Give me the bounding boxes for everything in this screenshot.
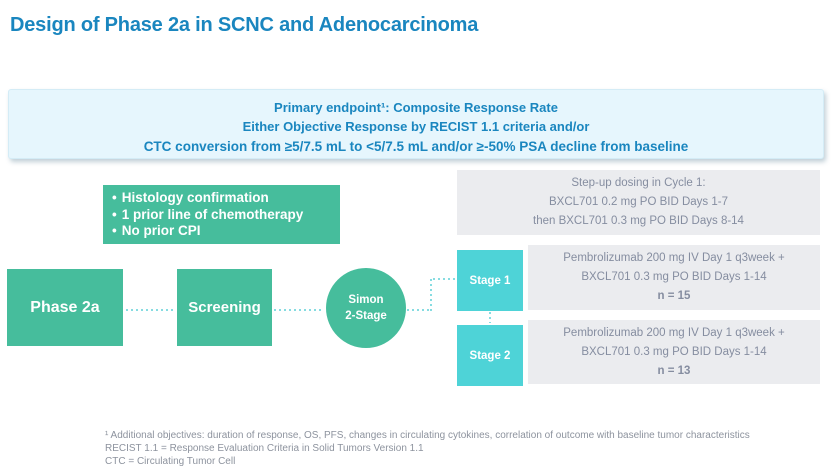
- endpoint-line-1: Primary endpoint¹: Composite Response Ra…: [274, 100, 558, 115]
- stage1-sample-size: n = 15: [657, 290, 691, 302]
- endpoint-line-2: Either Objective Response by RECIST 1.1 …: [242, 119, 590, 134]
- bullet-icon: •: [112, 190, 117, 205]
- stage1-label-box: Stage 1: [457, 250, 523, 311]
- bullet-icon: •: [112, 223, 117, 238]
- dotted-connector-simon-vertical: [430, 279, 432, 311]
- footnote-line-1: ¹ Additional objectives: duration of res…: [105, 430, 750, 441]
- phase-2a-box: Phase 2a: [7, 269, 123, 346]
- simon-line-1: Simon: [348, 294, 384, 306]
- dotted-connector-stage1-stage2: [489, 312, 491, 323]
- stage2-sample-size: n = 13: [657, 365, 691, 377]
- dotted-connector-to-stage1: [433, 278, 457, 280]
- eligibility-item-label: Histology confirmation: [121, 190, 269, 205]
- stage2-regimen-line-1: Pembrolizumab 200 mg IV Day 1 q3week +: [563, 327, 785, 339]
- page-title: Design of Phase 2a in SCNC and Adenocarc…: [10, 14, 479, 36]
- stage2-label-box: Stage 2: [457, 325, 523, 386]
- footnotes: ¹ Additional objectives: duration of res…: [105, 429, 750, 468]
- primary-endpoint-box: Primary endpoint¹: Composite Response Ra…: [8, 89, 824, 159]
- stage1-regimen-line-2: BXCL701 0.3 mg PO BID Days 1-14: [581, 271, 767, 283]
- stage2-regimen-line-2: BXCL701 0.3 mg PO BID Days 1-14: [581, 346, 767, 358]
- stepup-dosing-box: Step-up dosing in Cycle 1: BXCL701 0.2 m…: [457, 170, 820, 235]
- eligibility-item-label: No prior CPI: [121, 223, 201, 238]
- stepup-line-2: BXCL701 0.2 mg PO BID Days 1-7: [549, 196, 728, 208]
- stepup-line-1: Step-up dosing in Cycle 1:: [571, 177, 706, 189]
- stage1-regimen-line-1: Pembrolizumab 200 mg IV Day 1 q3week +: [563, 252, 785, 264]
- eligibility-item: • 1 prior line of chemotherapy: [112, 207, 336, 224]
- eligibility-item: • No prior CPI: [112, 223, 336, 240]
- footnote-line-2: RECIST 1.1 = Response Evaluation Criteri…: [105, 443, 424, 454]
- simon-2-stage-circle: Simon 2-Stage: [326, 268, 406, 348]
- dotted-connector-screening-simon: [274, 309, 324, 311]
- stepup-line-3: then BXCL701 0.3 mg PO BID Days 8-14: [533, 215, 744, 227]
- dotted-connector-simon-horizontal: [407, 309, 432, 311]
- simon-line-2: 2-Stage: [345, 310, 387, 322]
- stage1-detail-box: Pembrolizumab 200 mg IV Day 1 q3week + B…: [528, 245, 820, 310]
- bullet-icon: •: [112, 206, 117, 222]
- footnote-line-3: CTC = Circulating Tumor Cell: [105, 456, 236, 467]
- dotted-connector-phase-screening: [126, 309, 175, 311]
- eligibility-criteria-box: • Histology confirmation • 1 prior line …: [103, 185, 340, 244]
- eligibility-item: • Histology confirmation: [112, 190, 336, 207]
- eligibility-item-label: 1 prior line of chemotherapy: [121, 206, 304, 222]
- stage2-detail-box: Pembrolizumab 200 mg IV Day 1 q3week + B…: [528, 320, 820, 384]
- screening-box: Screening: [177, 269, 272, 346]
- endpoint-line-3: CTC conversion from ≥5/7.5 mL to <5/7.5 …: [143, 139, 689, 154]
